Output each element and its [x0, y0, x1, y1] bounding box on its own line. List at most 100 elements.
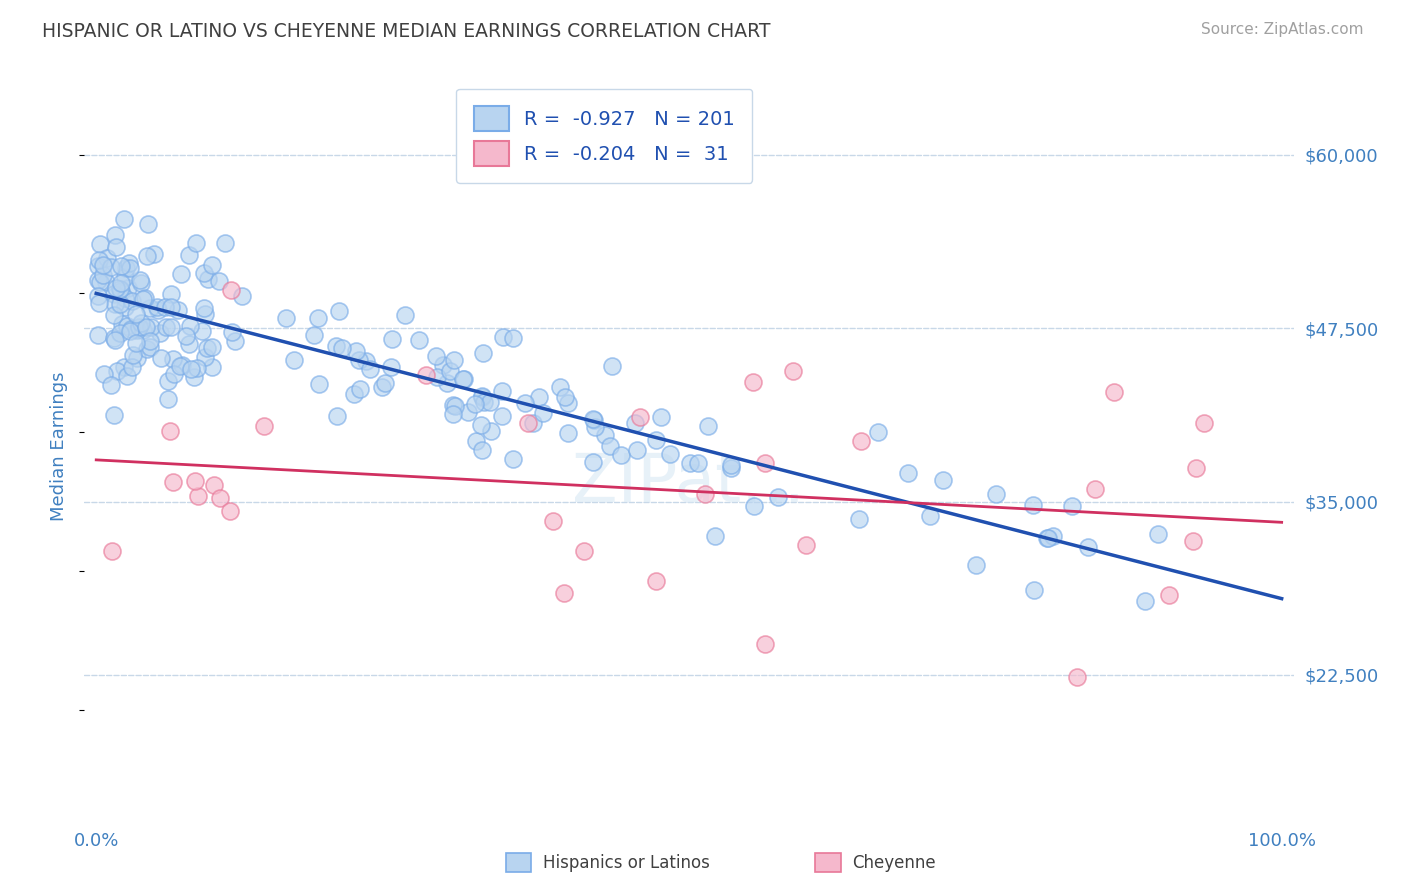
- Point: [136, 249, 159, 263]
- Point: [197, 271, 219, 285]
- Point: [132, 292, 155, 306]
- Text: ZIPat...: ZIPat...: [572, 450, 806, 516]
- Point: [432, 358, 454, 372]
- Point: [125, 335, 148, 350]
- Point: [374, 376, 396, 391]
- Point: [582, 455, 605, 469]
- Point: [274, 310, 297, 325]
- Point: [491, 409, 513, 423]
- Point: [457, 405, 479, 419]
- Point: [444, 399, 467, 413]
- Point: [502, 452, 524, 467]
- Point: [453, 372, 475, 386]
- Point: [1102, 384, 1125, 399]
- Point: [453, 372, 475, 386]
- Point: [186, 236, 208, 251]
- Point: [112, 359, 135, 374]
- Point: [131, 323, 153, 337]
- Point: [180, 362, 202, 376]
- Point: [224, 334, 246, 348]
- Point: [114, 269, 136, 284]
- Point: [169, 359, 191, 374]
- Point: [741, 375, 763, 389]
- Point: [492, 330, 515, 344]
- Point: [114, 300, 136, 314]
- Point: [105, 240, 128, 254]
- Point: [849, 434, 872, 449]
- Point: [104, 228, 127, 243]
- Point: [117, 281, 139, 295]
- Point: [307, 310, 329, 325]
- Point: [441, 398, 464, 412]
- Point: [94, 275, 117, 289]
- Point: [104, 333, 127, 347]
- Point: [650, 410, 672, 425]
- Point: [183, 369, 205, 384]
- Point: [1181, 533, 1204, 548]
- Point: [138, 334, 160, 348]
- Point: [517, 417, 540, 431]
- Point: [118, 324, 141, 338]
- Point: [159, 287, 181, 301]
- Point: [522, 416, 544, 430]
- Point: [541, 514, 564, 528]
- Point: [136, 217, 159, 231]
- Point: [380, 360, 402, 375]
- Point: [156, 392, 179, 407]
- Point: [186, 360, 208, 375]
- Point: [645, 433, 668, 447]
- Point: [328, 303, 350, 318]
- Point: [159, 320, 181, 334]
- Point: [87, 288, 110, 302]
- Point: [141, 319, 163, 334]
- Point: [110, 297, 132, 311]
- Point: [194, 351, 217, 365]
- Point: [491, 384, 513, 398]
- Point: [120, 321, 142, 335]
- Point: [441, 408, 464, 422]
- Point: [221, 325, 243, 339]
- Point: [766, 491, 789, 505]
- Text: Source: ZipAtlas.com: Source: ZipAtlas.com: [1201, 22, 1364, 37]
- Point: [381, 332, 404, 346]
- Point: [110, 259, 132, 273]
- Point: [794, 538, 817, 552]
- Point: [121, 293, 143, 308]
- Point: [177, 247, 200, 261]
- Point: [115, 318, 138, 333]
- Point: [513, 396, 536, 410]
- Point: [253, 419, 276, 434]
- Point: [472, 346, 495, 360]
- Point: [609, 448, 631, 462]
- Point: [191, 324, 214, 338]
- Point: [1060, 499, 1083, 513]
- Point: [162, 475, 184, 490]
- Point: [128, 273, 150, 287]
- Point: [572, 543, 595, 558]
- Point: [87, 260, 110, 274]
- Point: [200, 258, 222, 272]
- Point: [703, 529, 725, 543]
- Point: [167, 303, 190, 318]
- Point: [1084, 482, 1107, 496]
- Point: [349, 383, 371, 397]
- Point: [443, 352, 465, 367]
- Point: [93, 367, 115, 381]
- Text: Cheyenne: Cheyenne: [852, 854, 935, 871]
- Point: [214, 235, 236, 250]
- Point: [529, 390, 551, 404]
- Point: [354, 353, 377, 368]
- Point: [87, 327, 110, 342]
- Point: [155, 320, 177, 334]
- Point: [583, 420, 606, 434]
- Point: [472, 395, 495, 409]
- Point: [118, 256, 141, 270]
- Point: [128, 320, 150, 334]
- Point: [1192, 416, 1215, 430]
- Point: [101, 544, 124, 558]
- Point: [202, 478, 225, 492]
- Point: [121, 359, 143, 374]
- Point: [89, 275, 111, 289]
- Point: [162, 351, 184, 366]
- Point: [304, 327, 326, 342]
